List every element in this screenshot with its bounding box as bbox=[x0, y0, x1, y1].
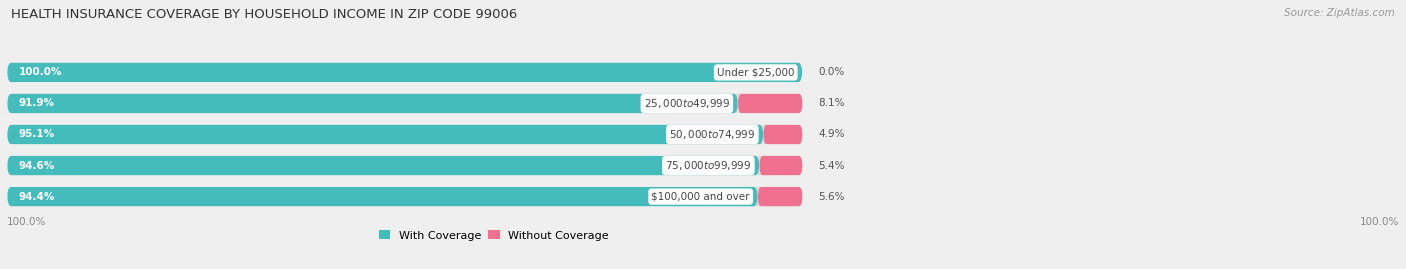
Text: Under $25,000: Under $25,000 bbox=[717, 68, 794, 77]
FancyBboxPatch shape bbox=[738, 94, 803, 113]
Text: 0.0%: 0.0% bbox=[818, 68, 845, 77]
FancyBboxPatch shape bbox=[7, 63, 803, 82]
FancyBboxPatch shape bbox=[7, 187, 803, 206]
Text: $75,000 to $99,999: $75,000 to $99,999 bbox=[665, 159, 752, 172]
FancyBboxPatch shape bbox=[759, 156, 803, 175]
Text: $100,000 and over: $100,000 and over bbox=[651, 192, 749, 201]
FancyBboxPatch shape bbox=[758, 187, 803, 206]
FancyBboxPatch shape bbox=[7, 125, 803, 144]
FancyBboxPatch shape bbox=[7, 156, 759, 175]
Text: 5.6%: 5.6% bbox=[818, 192, 845, 201]
FancyBboxPatch shape bbox=[7, 94, 738, 113]
Text: HEALTH INSURANCE COVERAGE BY HOUSEHOLD INCOME IN ZIP CODE 99006: HEALTH INSURANCE COVERAGE BY HOUSEHOLD I… bbox=[11, 8, 517, 21]
FancyBboxPatch shape bbox=[7, 187, 758, 206]
Text: 94.6%: 94.6% bbox=[18, 161, 55, 171]
FancyBboxPatch shape bbox=[763, 125, 803, 144]
FancyBboxPatch shape bbox=[7, 63, 803, 82]
Text: $25,000 to $49,999: $25,000 to $49,999 bbox=[644, 97, 730, 110]
Text: 4.9%: 4.9% bbox=[818, 129, 845, 140]
Text: 95.1%: 95.1% bbox=[18, 129, 55, 140]
Text: 5.4%: 5.4% bbox=[818, 161, 845, 171]
Text: Source: ZipAtlas.com: Source: ZipAtlas.com bbox=[1284, 8, 1395, 18]
Text: 100.0%: 100.0% bbox=[18, 68, 62, 77]
Text: 100.0%: 100.0% bbox=[1360, 217, 1399, 227]
Text: $50,000 to $74,999: $50,000 to $74,999 bbox=[669, 128, 755, 141]
Text: 8.1%: 8.1% bbox=[818, 98, 845, 108]
Text: 91.9%: 91.9% bbox=[18, 98, 55, 108]
Text: 94.4%: 94.4% bbox=[18, 192, 55, 201]
Text: 100.0%: 100.0% bbox=[7, 217, 46, 227]
Legend: With Coverage, Without Coverage: With Coverage, Without Coverage bbox=[375, 226, 613, 245]
FancyBboxPatch shape bbox=[7, 94, 803, 113]
FancyBboxPatch shape bbox=[7, 125, 763, 144]
FancyBboxPatch shape bbox=[7, 156, 803, 175]
